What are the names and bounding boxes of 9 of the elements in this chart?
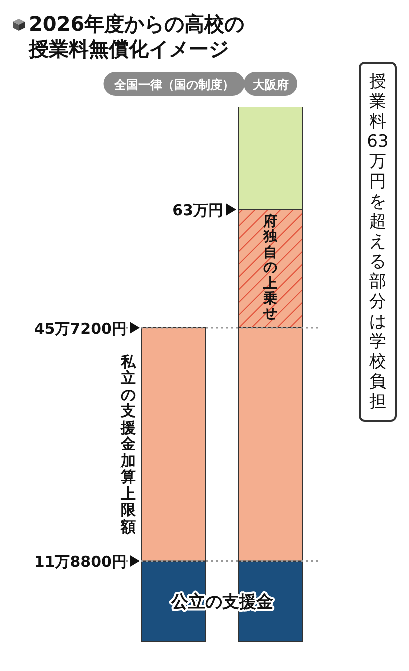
text: 授業料63万円を超える部分は学校負担 [367,72,389,412]
text: 私立の支援金加算上限額 [120,352,136,536]
series-label: 府独自の上乗せ [263,214,278,323]
annotation: 45万7200円 [34,320,127,338]
x-tick-label: 大阪府 [252,78,289,92]
x-tick-label: 全国一律（国の制度） [113,78,234,92]
chart-title: 2026年度からの高校の授業料無償化イメージ [29,12,246,62]
annotation: 11万8800円 [34,553,127,572]
annotation: 63万円 [172,202,224,220]
